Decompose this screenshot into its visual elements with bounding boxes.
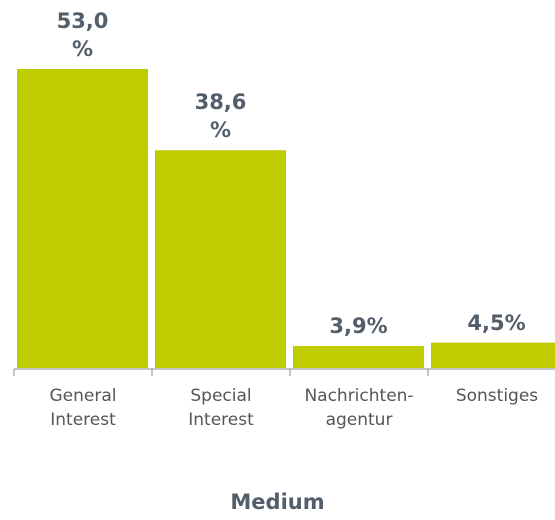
value-label: 53,0 % — [56, 9, 109, 61]
x-tick-label: General Interest — [49, 386, 117, 430]
value-label: 3,9% — [329, 314, 388, 338]
bar — [431, 342, 555, 368]
x-tick-label: Nachrichten-agentur — [304, 386, 414, 430]
value-label: 4,5% — [467, 310, 526, 335]
bar — [293, 345, 424, 368]
bar — [155, 150, 286, 368]
bar — [17, 69, 148, 368]
x-tick-label: Sonstiges — [455, 386, 539, 406]
x-axis-title: Medium — [230, 490, 325, 514]
value-label: 38,6 % — [194, 90, 247, 143]
x-tick-label: Special Interest — [188, 386, 254, 430]
